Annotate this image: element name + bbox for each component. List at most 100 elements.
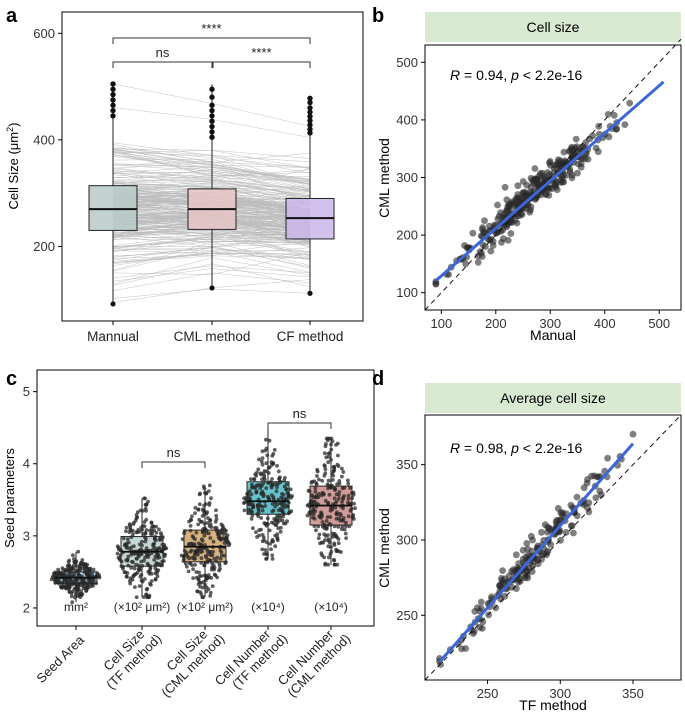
data-point [279, 508, 283, 513]
data-point [487, 247, 495, 255]
outlier-point [307, 126, 313, 132]
data-point [162, 554, 167, 559]
data-point [194, 570, 199, 574]
data-point [274, 489, 279, 494]
data-point [220, 530, 225, 534]
data-point [314, 482, 319, 487]
data-point [488, 593, 495, 601]
data-point [270, 502, 275, 506]
data-point [554, 505, 562, 512]
data-point [224, 560, 228, 564]
data-point [126, 563, 131, 568]
data-point [129, 535, 134, 540]
data-point [344, 520, 348, 525]
data-point [346, 493, 351, 498]
unit-label: (×10² μm²) [114, 600, 171, 614]
data-point [340, 518, 344, 523]
x-tick-label: 300 [539, 316, 561, 331]
data-point [259, 516, 264, 520]
data-point [558, 510, 566, 518]
data-point [497, 595, 505, 603]
data-point [271, 495, 276, 500]
x-tick-label: 350 [622, 686, 644, 701]
data-point [76, 549, 81, 554]
data-point [256, 467, 261, 472]
data-point [351, 514, 355, 519]
data-point [260, 505, 265, 509]
data-point [132, 566, 137, 571]
data-point [521, 574, 529, 582]
box-body [88, 185, 138, 231]
data-point [154, 530, 159, 535]
data-point [267, 528, 272, 533]
data-point [503, 221, 511, 229]
data-point [337, 490, 342, 494]
data-point [157, 546, 162, 550]
data-point [199, 581, 204, 585]
data-point [200, 595, 205, 600]
data-point [327, 451, 332, 455]
data-point [341, 497, 345, 501]
data-point [219, 537, 223, 542]
min-point [307, 290, 313, 296]
data-point [195, 553, 200, 557]
data-point [323, 444, 328, 449]
data-point [258, 483, 263, 487]
data-point [533, 180, 540, 188]
outlier-point [307, 99, 313, 106]
data-point [251, 485, 255, 489]
data-point [514, 191, 522, 198]
data-point [256, 510, 261, 515]
data-point [78, 565, 82, 570]
data-point [496, 581, 504, 589]
data-point [348, 486, 352, 490]
data-point [119, 559, 124, 564]
data-point [115, 551, 120, 556]
data-point [278, 479, 282, 484]
y-tick-label: 200 [396, 228, 418, 243]
data-point [545, 191, 553, 199]
x-tick-label: Cell Number(CML method) [274, 620, 354, 700]
data-point [285, 519, 289, 524]
data-point [326, 478, 331, 483]
data-point [330, 478, 335, 482]
data-point [264, 437, 268, 442]
data-point [127, 530, 132, 534]
data-point [72, 557, 76, 561]
data-point [500, 235, 507, 243]
data-point [139, 547, 143, 551]
data-point [333, 488, 337, 492]
data-point [269, 547, 273, 552]
data-point [353, 506, 357, 511]
x-tick-label: 400 [594, 316, 616, 331]
data-point [202, 503, 207, 508]
data-point [547, 541, 555, 548]
data-point [141, 532, 146, 536]
data-point [278, 529, 283, 534]
data-point [203, 582, 207, 587]
data-point [251, 526, 255, 531]
data-point [197, 570, 202, 575]
data-point [329, 447, 334, 452]
data-point [73, 560, 78, 565]
data-point [525, 565, 533, 572]
panel-d-x-axis-label: TF method [519, 697, 587, 713]
data-point [346, 514, 351, 519]
data-point [570, 529, 577, 537]
x-tick-label: 100 [430, 316, 452, 331]
data-point [592, 144, 600, 152]
x-tick-label: CML method [174, 329, 251, 344]
data-point [124, 574, 129, 579]
data-point [259, 459, 264, 464]
data-point [190, 555, 195, 560]
data-point [348, 508, 353, 513]
data-point [462, 260, 470, 268]
data-point [200, 529, 205, 534]
data-point [243, 500, 247, 505]
outlier-point [209, 86, 215, 92]
data-point [568, 522, 576, 530]
data-point [492, 604, 500, 612]
data-point [159, 533, 164, 538]
data-point [75, 568, 80, 573]
data-point [266, 466, 271, 470]
